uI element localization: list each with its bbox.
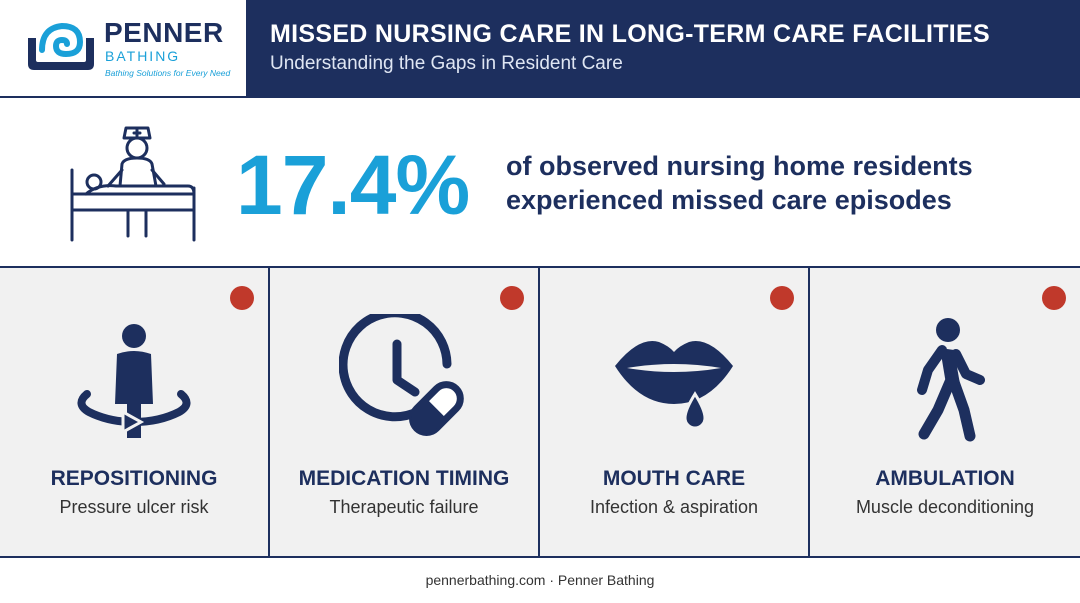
brand-tagline: Bathing Solutions for Every Need — [105, 68, 231, 78]
card-mouth-care[interactable]: MOUTH CARE Infection & aspiration — [540, 268, 810, 556]
card-desc: Therapeutic failure — [329, 497, 479, 517]
walking-person-icon — [917, 318, 985, 442]
wave-logo-icon — [28, 22, 94, 70]
logo[interactable]: PENNER BATHING Bathing Solutions for Eve… — [0, 0, 246, 98]
mouth-drop-icon — [615, 341, 733, 430]
header: PENNER BATHING Bathing Solutions for Eve… — [0, 0, 1080, 98]
card-desc: Pressure ulcer risk — [59, 497, 209, 517]
brand-sub: BATHING — [105, 48, 181, 64]
alert-dot — [500, 286, 524, 310]
card-label: REPOSITIONING — [50, 467, 218, 490]
care-cards: REPOSITIONING Pressure ulcer risk MEDICA… — [0, 266, 1080, 558]
person-rotate-icon — [77, 324, 191, 438]
stat-value: 17.4% — [236, 138, 470, 232]
card-desc: Muscle deconditioning — [855, 497, 1035, 517]
alert-dot — [1042, 286, 1066, 310]
stat-line-1: of observed nursing home residents — [506, 151, 973, 181]
alert-dot — [770, 286, 794, 310]
stat-line-2: experienced missed care episodes — [506, 185, 952, 215]
alert-dot — [230, 286, 254, 310]
card-desc: Infection & aspiration — [589, 497, 759, 517]
card-label: AMBULATION — [875, 467, 1015, 490]
card-medication-timing[interactable]: MEDICATION TIMING Therapeutic failure — [270, 268, 540, 556]
card-label: MOUTH CARE — [602, 467, 746, 490]
page-title: MISSED NURSING CARE IN LONG-TERM CARE FA… — [270, 20, 990, 48]
card-label: MEDICATION TIMING — [298, 467, 510, 490]
card-repositioning[interactable]: REPOSITIONING Pressure ulcer risk — [0, 268, 270, 556]
footer: pennerbathing.com · Penner Bathing — [425, 572, 655, 588]
title-bar: MISSED NURSING CARE IN LONG-TERM CARE FA… — [246, 0, 1080, 98]
clock-pill-icon — [339, 314, 464, 436]
stat-section: 17.4% of observed nursing home residents… — [0, 100, 1080, 266]
nurse-bedside-icon — [70, 126, 196, 242]
brand-name: PENNER — [104, 17, 224, 48]
card-ambulation[interactable]: AMBULATION Muscle deconditioning — [810, 268, 1080, 556]
page-subtitle: Understanding the Gaps in Resident Care — [270, 53, 623, 74]
